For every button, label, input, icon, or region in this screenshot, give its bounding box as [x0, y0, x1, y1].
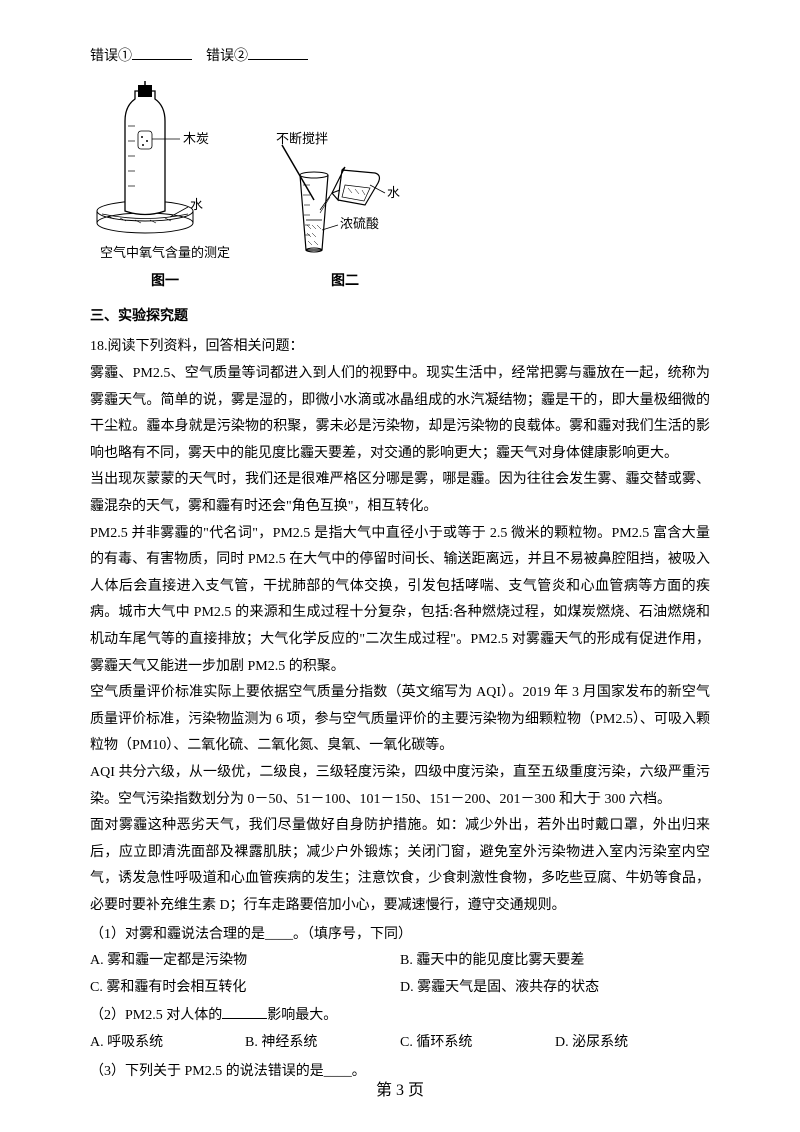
paragraph-5: AQI 共分六级，从一级优，二级良，三级轻度污染，四级中度污染，直至五级重度污染… — [90, 760, 710, 813]
error-blanks-line: 错误① 错误② — [90, 44, 710, 71]
paragraph-4: 空气质量评价标准实际上要依据空气质量分指数（英文缩写为 AQI）。2019 年 … — [90, 680, 710, 760]
q2-stem-post: 影响最大。 — [267, 1008, 337, 1023]
q2-stem: （2）PM2.5 对人体的 影响最大。 — [90, 1003, 710, 1030]
q2-optA: A. 呼吸系统 — [90, 1030, 245, 1057]
q1-optB: B. 霾天中的能见度比雾天要差 — [400, 948, 710, 975]
fig1-caption: 图一 — [151, 269, 179, 296]
q18-stem: 18.阅读下列资料，回答相关问题： — [90, 334, 710, 361]
q2-optD: D. 泌尿系统 — [555, 1030, 710, 1057]
paragraph-2: 当出现灰蒙蒙的天气时，我们还是很难严格区分哪是雾，哪是霾。因为往往会发生雾、霾交… — [90, 467, 710, 520]
fig2-acid-label: 浓硫酸 — [340, 216, 379, 231]
q1-options-row2: C. 雾和霾有时会相互转化 D. 雾霾天气是固、液共存的状态 — [90, 975, 710, 1002]
paragraph-1: 雾霾、PM2.5、空气质量等词都进入到人们的视野中。现实生活中，经常把雾与霾放在… — [90, 361, 710, 467]
error1-blank — [132, 46, 192, 60]
figure-two-svg: 不断搅拌 水 浓硫酸 — [270, 125, 420, 265]
error2-label: 错误② — [206, 49, 248, 64]
q2-optB: B. 神经系统 — [245, 1030, 400, 1057]
q1-optA: A. 雾和霾一定都是污染物 — [90, 948, 400, 975]
error1-label: 错误① — [90, 49, 132, 64]
paragraph-6: 面对雾霾这种恶劣天气，我们尽量做好自身防护措施。如：减少外出，若外出时戴口罩，外… — [90, 813, 710, 919]
section-heading: 三、实验探究题 — [90, 304, 710, 331]
page-footer: 第 3 页 — [0, 1076, 800, 1106]
paragraph-3: PM2.5 并非雾霾的"代名词"，PM2.5 是指大气中直径小于或等于 2.5 … — [90, 521, 710, 681]
q2-blank — [222, 1005, 267, 1019]
q2-options: A. 呼吸系统 B. 神经系统 C. 循环系统 D. 泌尿系统 — [90, 1030, 710, 1057]
fig2-stir-label: 不断搅拌 — [276, 131, 328, 146]
q2-optC: C. 循环系统 — [400, 1030, 555, 1057]
fig1-charcoal-label: 木炭 — [183, 131, 209, 146]
q2-stem-pre: （2）PM2.5 对人体的 — [90, 1008, 222, 1023]
figures-row: 木炭 水 空气中氧气含量的测定 图一 不断搅拌 — [90, 81, 710, 296]
q1-optD: D. 雾霾天气是固、液共存的状态 — [400, 975, 710, 1002]
figure-two: 不断搅拌 水 浓硫酸 图二 — [270, 125, 420, 296]
figure-one: 木炭 水 空气中氧气含量的测定 图一 — [90, 81, 240, 296]
q1-optC: C. 雾和霾有时会相互转化 — [90, 975, 400, 1002]
fig2-caption: 图二 — [331, 269, 359, 296]
error2-blank — [248, 46, 308, 60]
fig1-water-label: 水 — [190, 197, 203, 212]
q1-stem: （1）对雾和霾说法合理的是____。（填序号，下同） — [90, 922, 710, 949]
fig2-water-label: 水 — [387, 185, 400, 200]
fig1-title: 空气中氧气含量的测定 — [100, 241, 230, 266]
figure-one-svg: 木炭 水 — [90, 81, 240, 241]
q1-options-row1: A. 雾和霾一定都是污染物 B. 霾天中的能见度比雾天要差 — [90, 948, 710, 975]
